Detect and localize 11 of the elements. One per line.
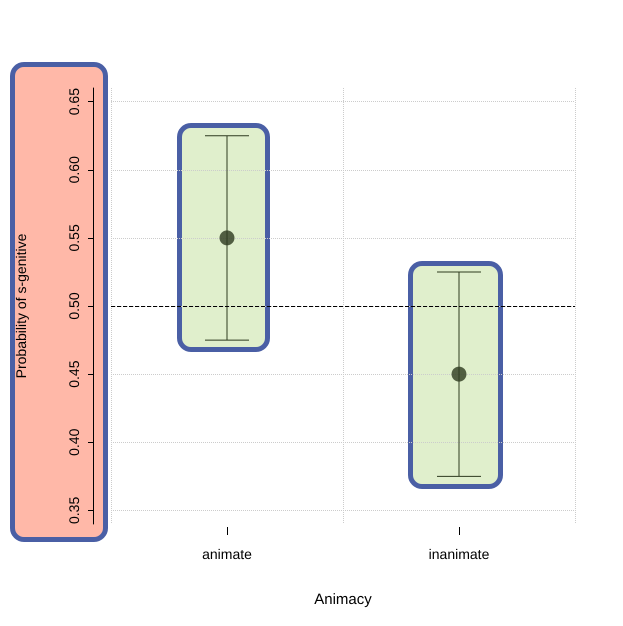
y-tick-label: 0.55 xyxy=(66,224,82,252)
y-tick-label: 0.40 xyxy=(66,428,82,456)
y-tick-label: 0.50 xyxy=(66,292,82,320)
x-tick-label: animate xyxy=(202,546,252,562)
y-axis-title: Probability of s-genitive xyxy=(13,233,29,378)
y-tick-label: 0.60 xyxy=(66,156,82,184)
y-tick-label: 0.35 xyxy=(66,496,82,524)
x-tick-label: inanimate xyxy=(428,546,490,562)
x-axis-title: Animacy xyxy=(314,591,372,608)
y-tick-label: 0.45 xyxy=(66,360,82,388)
y-tick-label: 0.65 xyxy=(66,88,82,116)
